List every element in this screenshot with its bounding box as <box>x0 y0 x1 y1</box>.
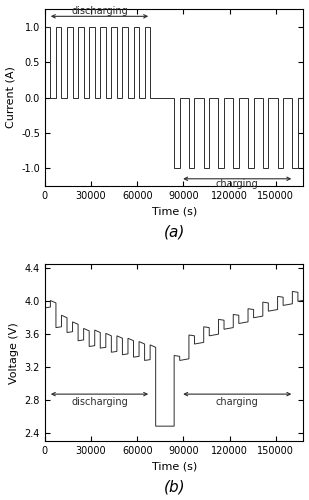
X-axis label: Time (s): Time (s) <box>151 206 197 216</box>
Text: (a): (a) <box>163 224 185 240</box>
Text: (b): (b) <box>163 480 185 495</box>
Y-axis label: Current (A): Current (A) <box>6 66 15 128</box>
Text: discharging: discharging <box>71 398 128 407</box>
Y-axis label: Voltage (V): Voltage (V) <box>9 322 19 384</box>
Text: charging: charging <box>216 398 259 407</box>
Text: charging: charging <box>216 180 259 190</box>
Text: discharging: discharging <box>71 6 128 16</box>
X-axis label: Time (s): Time (s) <box>151 462 197 471</box>
